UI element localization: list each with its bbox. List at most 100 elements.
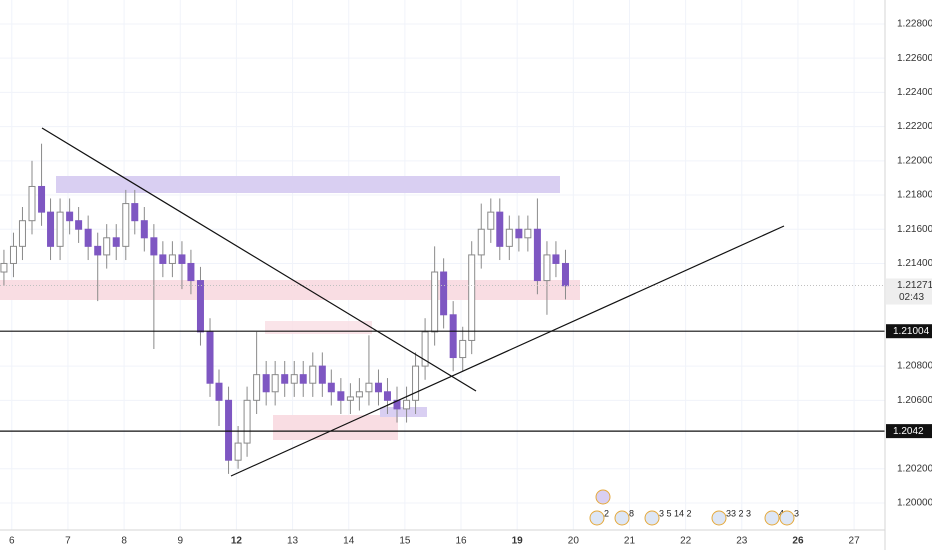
y-tick-label: 1.22200: [897, 121, 932, 132]
candle-body: [56, 211, 64, 247]
candle-body: [543, 254, 551, 282]
candle-body: [524, 228, 532, 239]
candle-body: [112, 237, 120, 247]
event-flag: [644, 510, 660, 526]
x-tick-label: 9: [177, 536, 183, 547]
event-count: 3: [794, 508, 799, 518]
candle-body: [178, 254, 186, 264]
event-count: 33 2 3: [726, 508, 751, 518]
pivot-zone: [0, 280, 580, 300]
candle-body: [140, 220, 148, 239]
price-axis: [885, 0, 932, 530]
event-count: 8: [629, 508, 634, 518]
candle-body: [449, 314, 457, 359]
candle-body: [355, 391, 363, 398]
range-zone: [265, 321, 372, 334]
resistance-zone: [56, 176, 560, 193]
candle-body: [374, 382, 382, 393]
countdown-label: 02:43: [899, 292, 924, 303]
candle-body: [75, 220, 83, 230]
candle-body: [421, 331, 429, 367]
y-tick-label: 1.21600: [897, 224, 932, 235]
candle-body: [225, 399, 233, 461]
price-line-tag: [886, 324, 932, 339]
price-line-label: 1.21004: [893, 326, 930, 337]
candle-body: [206, 331, 214, 384]
candle-body: [234, 442, 242, 461]
y-tick-label: 1.20000: [897, 498, 932, 509]
candle-body: [18, 220, 26, 247]
candle-body: [487, 211, 495, 230]
x-tick-label: 8: [121, 536, 127, 547]
candle-body: [103, 237, 111, 256]
y-tick-label: 1.20200: [897, 463, 932, 474]
candle-body: [281, 374, 289, 384]
candle-body: [28, 185, 36, 222]
y-tick-label: 1.21800: [897, 190, 932, 201]
y-tick-label: 1.21400: [897, 258, 932, 269]
x-tick-label: 21: [624, 536, 636, 547]
x-tick-label: 22: [680, 536, 692, 547]
candle-body: [94, 245, 102, 256]
x-tick-label: 13: [287, 536, 299, 547]
candle-body: [431, 271, 439, 333]
candle-body: [327, 382, 335, 393]
candle-body: [365, 382, 373, 393]
candle-body: [468, 254, 476, 341]
up-trendline: [230, 225, 785, 477]
candle-body: [299, 374, 307, 384]
candle-body: [533, 228, 541, 282]
plot: [0, 143, 885, 474]
event-count: 3 5 14 2: [659, 508, 692, 518]
candle-body: [561, 262, 569, 287]
candle-body: [150, 237, 158, 256]
event-flag: [614, 510, 630, 526]
event-count: 2: [604, 508, 609, 518]
candle-body: [290, 374, 298, 384]
y-tick-label: 1.22800: [897, 19, 932, 30]
candle-body: [38, 185, 46, 213]
event-flag: [589, 510, 605, 526]
candle-body: [168, 254, 176, 264]
x-tick-label: 20: [568, 536, 580, 547]
y-tick-label: 1.20800: [897, 361, 932, 372]
candle-body: [459, 339, 467, 359]
price-line-tag: [886, 424, 932, 439]
candle-body: [131, 203, 139, 222]
candle-body: [337, 391, 345, 401]
x-tick-label: 12: [231, 536, 243, 547]
event-flag: [595, 489, 611, 505]
candle-body: [47, 211, 55, 247]
candle-body: [0, 262, 8, 273]
last-price-tag: [886, 278, 932, 305]
x-tick-label: 19: [512, 536, 524, 547]
candle-body: [309, 365, 317, 384]
event-flag: [779, 510, 795, 526]
candle-body: [412, 365, 420, 401]
candle-body: [84, 228, 92, 247]
candle-body: [496, 211, 504, 247]
candle-body: [196, 280, 204, 333]
x-tick-label: 7: [65, 536, 71, 547]
candle-body: [215, 382, 223, 401]
small-zone: [380, 407, 427, 417]
candle-body: [552, 254, 560, 264]
y-tick-label: 1.20600: [897, 395, 932, 406]
candle-body: [122, 203, 130, 247]
x-tick-label: 26: [792, 536, 804, 547]
candle-body: [318, 365, 326, 384]
last-price-label: 1.21271: [897, 280, 932, 291]
candle-body: [383, 391, 391, 401]
candle-body: [253, 374, 261, 401]
x-tick-label: 23: [736, 536, 748, 547]
candle-body: [477, 228, 485, 256]
y-tick-label: 1.22600: [897, 53, 932, 64]
candle-body: [262, 374, 270, 393]
x-tick-label: 27: [849, 536, 861, 547]
x-tick-label: 15: [399, 536, 411, 547]
grid: [0, 0, 885, 530]
x-tick-label: 6: [9, 536, 15, 547]
candle-body: [9, 245, 17, 264]
candle-body: [159, 254, 167, 264]
